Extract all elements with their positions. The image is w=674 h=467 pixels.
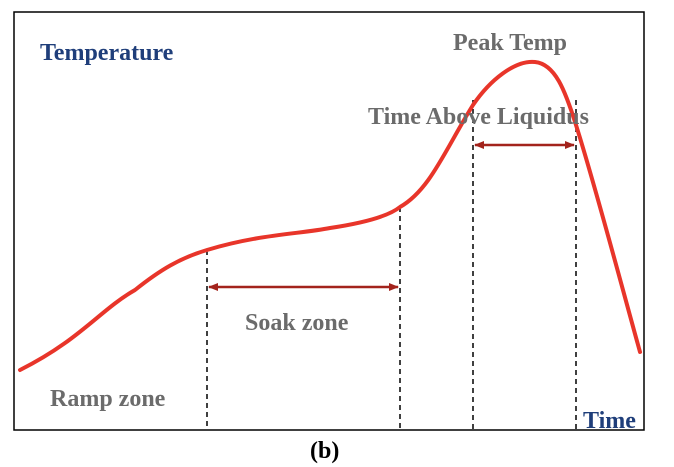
time-above-liquidus-label: Time Above Liquidus xyxy=(368,104,589,130)
plot-frame xyxy=(13,11,645,431)
x-axis-label: Time xyxy=(583,408,636,434)
temperature-profile-curve xyxy=(18,59,642,372)
soak-zone-label: Soak zone xyxy=(245,310,349,336)
figure-caption: (b) xyxy=(310,438,339,464)
peak-temp-label: Peak Temp xyxy=(453,30,567,56)
ramp-zone-label: Ramp zone xyxy=(50,386,166,412)
y-axis-label: Temperature xyxy=(40,40,174,66)
